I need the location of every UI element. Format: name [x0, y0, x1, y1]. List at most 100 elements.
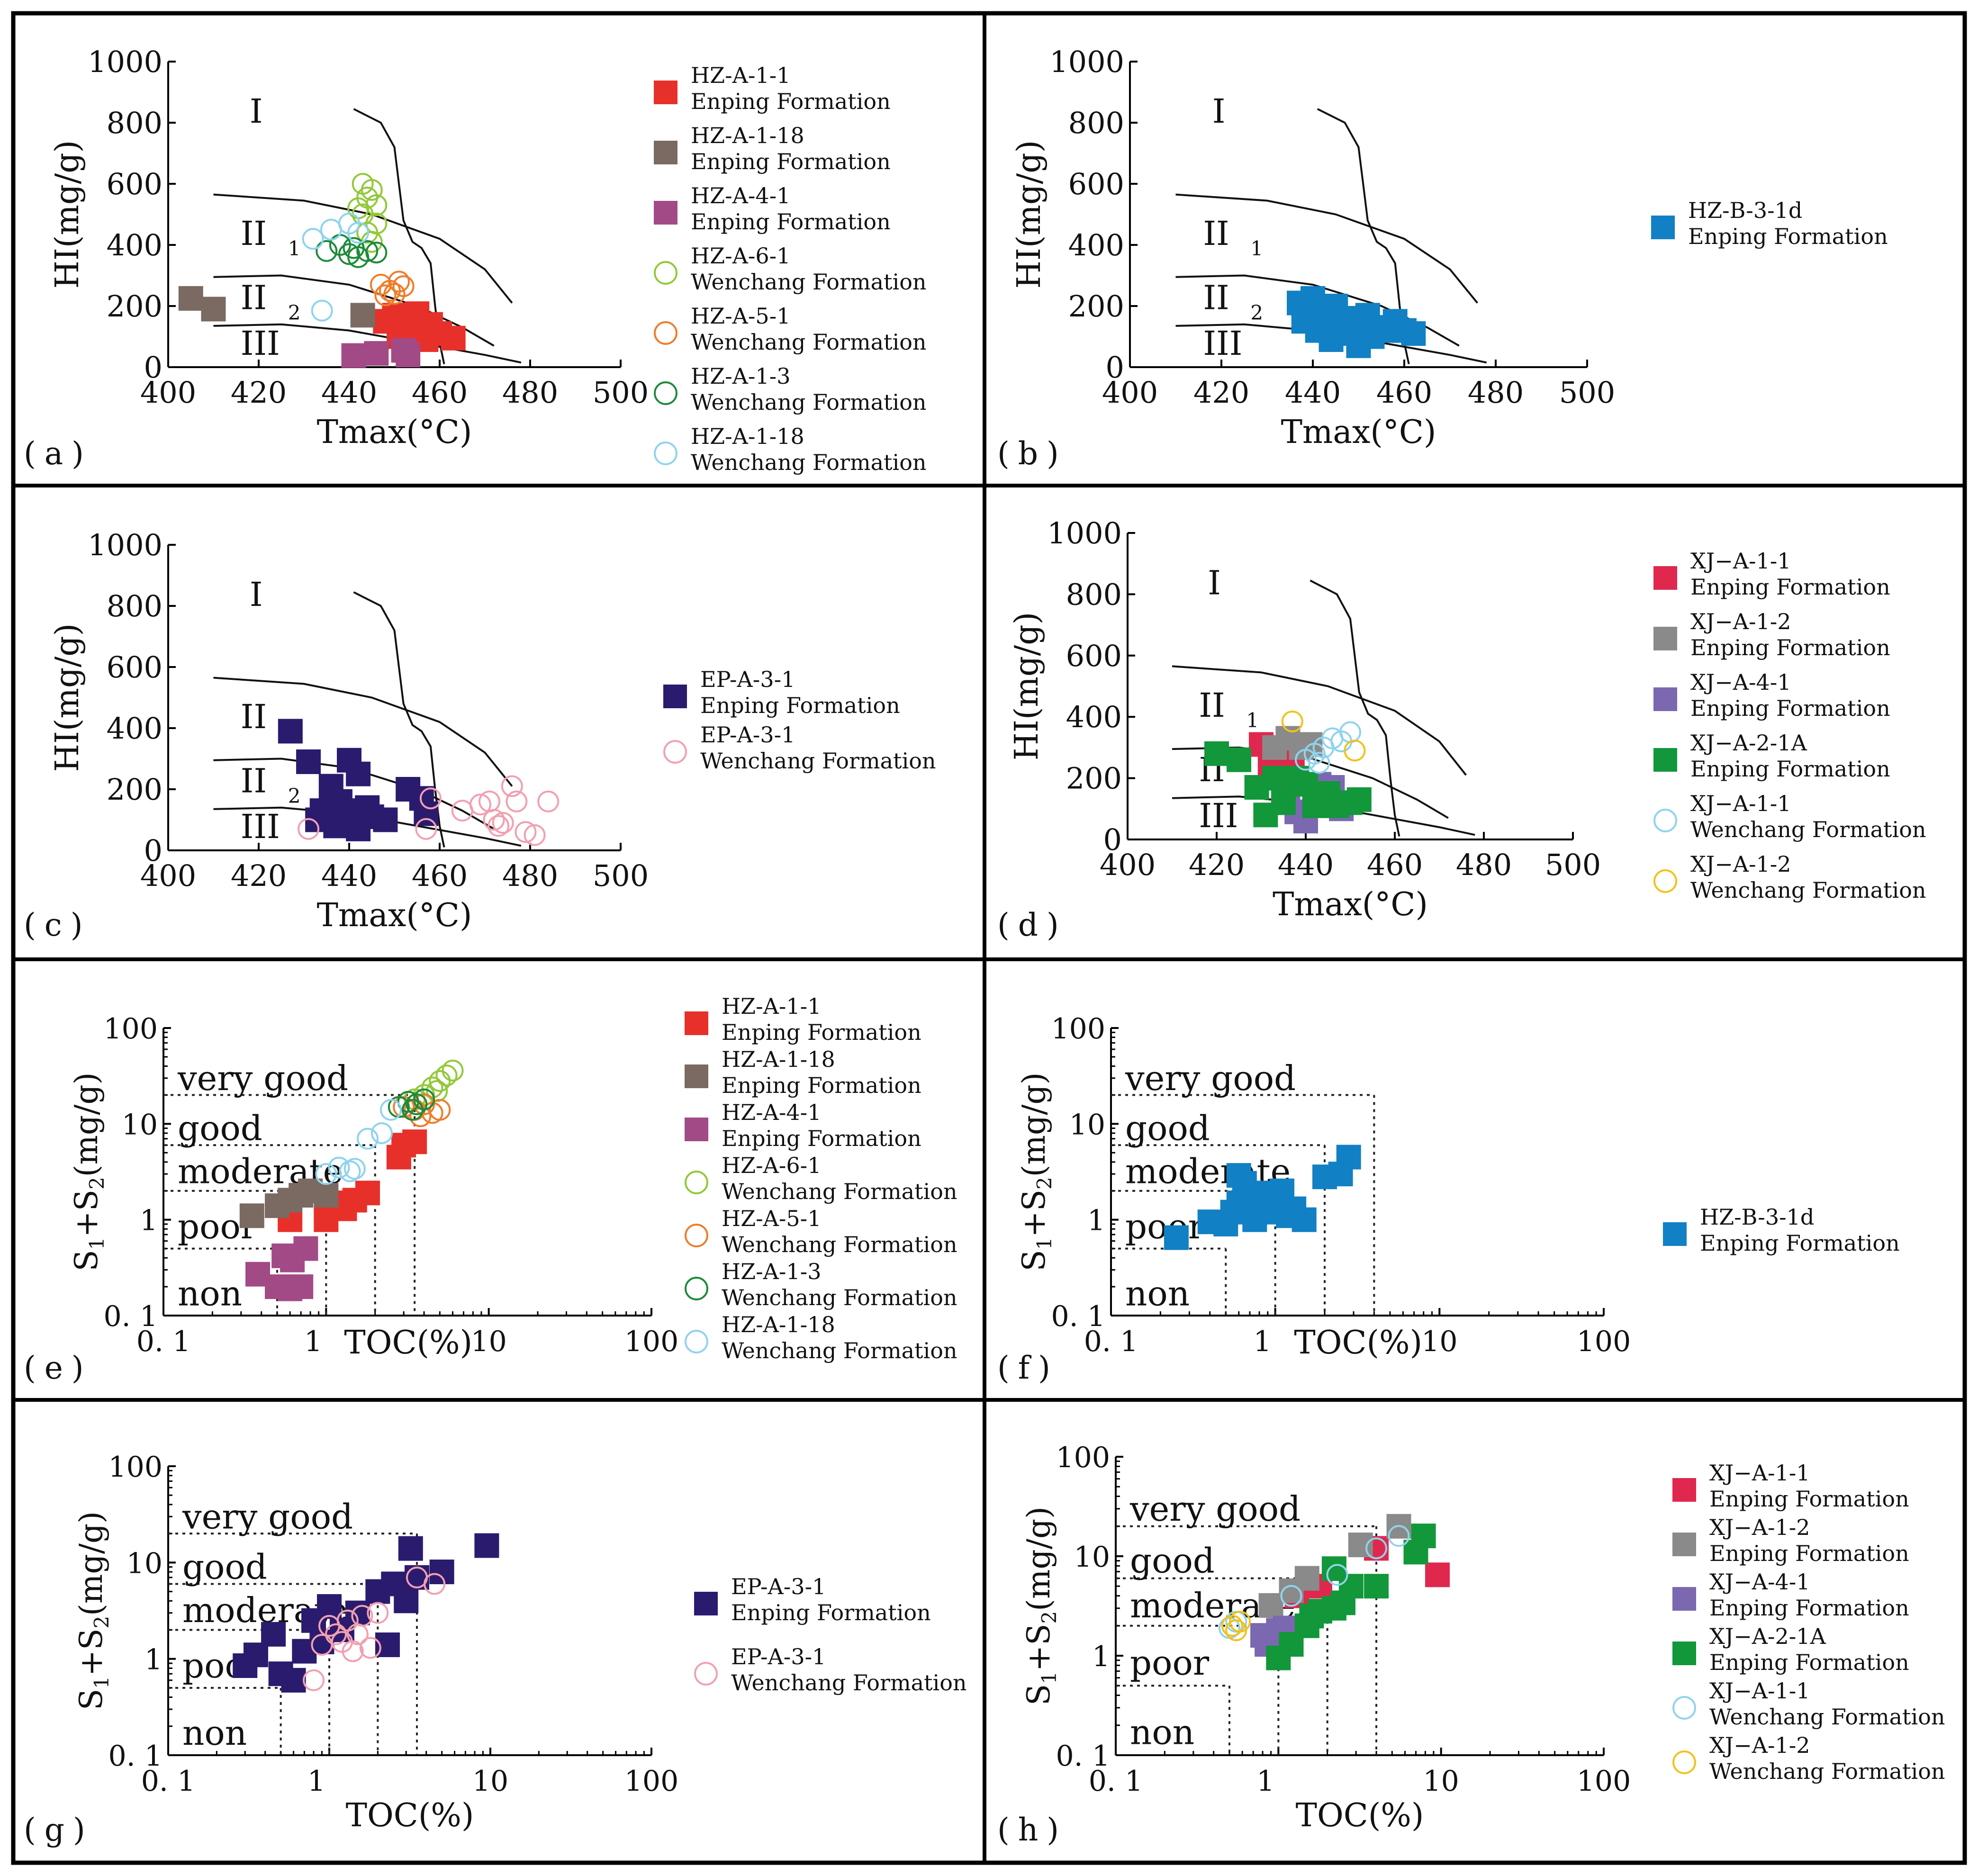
legend-marker-square	[1653, 627, 1677, 650]
data-point-circle	[370, 1122, 393, 1144]
x-tick-label: 100	[624, 1765, 679, 1798]
y-tick-label: 100	[1051, 1012, 1105, 1046]
legend-series-name: XJ−A-2-1A	[1709, 1623, 1826, 1649]
data-point-circle	[442, 1059, 464, 1082]
data-point-circle	[435, 1064, 458, 1087]
series-e-6	[388, 1088, 435, 1121]
series-e-3	[245, 1236, 318, 1301]
legend-series-name: HZ-A-6-1	[691, 243, 790, 269]
data-point-circle	[409, 1105, 432, 1127]
data-point-square	[1271, 790, 1296, 815]
legend-formation: Enping Formation	[1709, 1541, 1909, 1566]
legend-formation: Wenchang Formation	[1709, 1704, 1945, 1730]
x-tick-label: 1	[307, 1765, 325, 1798]
y-tick-label: 200	[1066, 761, 1122, 796]
x-tick-label: 100	[624, 1325, 679, 1358]
chart-panel-f: 0. 1 1 10 1000. 1110100S1+S2(mg/g)TOC(%)ver…	[997, 1012, 1900, 1386]
legend-formation: Enping Formation	[722, 1019, 921, 1045]
data-point-circle	[1229, 1611, 1251, 1633]
x-tick-label: 500	[1559, 375, 1615, 410]
x-tick-label: 420	[231, 375, 287, 410]
legend-series-name: HZ-A-1-3	[722, 1259, 821, 1284]
data-point-square	[429, 1560, 454, 1585]
y-tick-label: 400	[1066, 700, 1122, 734]
x-tick-label: 0. 1	[141, 1765, 196, 1798]
data-point-circle	[388, 271, 410, 293]
y-tick-label: 10	[1074, 1541, 1110, 1574]
legend-series-name: XJ−A-1-1	[1709, 1460, 1810, 1486]
legend-series-name: HZ-A-1-1	[691, 63, 790, 88]
data-point-square	[239, 1203, 264, 1228]
data-point-square	[1296, 303, 1321, 328]
x-tick-label: 400	[140, 375, 196, 410]
y-axis-label-part: S	[73, 1689, 109, 1710]
data-point-circle	[367, 1602, 389, 1624]
y-axis-label: HI(mg/g)	[49, 140, 86, 289]
zone-label-I: I	[250, 92, 263, 131]
legend-formation: Wenchang Formation	[731, 1670, 967, 1696]
data-point-circle	[351, 1605, 373, 1627]
legend-formation: Enping Formation	[700, 693, 900, 718]
y-axis-label-part: 2	[1033, 1177, 1056, 1190]
data-point-circle	[328, 1156, 350, 1179]
data-point-circle	[419, 787, 442, 810]
y-axis-label: S1+S2(mg/g)	[73, 1511, 113, 1710]
data-point-circle	[1326, 1564, 1348, 1586]
y-tick-label: 1	[1087, 1204, 1105, 1237]
legend-marker-square	[1653, 748, 1677, 772]
zone-label-II1: II	[1203, 214, 1229, 253]
legend-formation: Wenchang Formation	[722, 1179, 957, 1204]
panel-label: (f)	[997, 1350, 1059, 1386]
data-point-square	[1321, 1556, 1346, 1581]
legend-series-name: XJ−A-1-2	[1690, 851, 1791, 877]
y-tick-label: 400	[107, 711, 163, 746]
legend-series-name: EP-A-3-1	[700, 722, 795, 748]
y-tick-label: 0	[1103, 822, 1122, 857]
legend-series-name: HZ-A-5-1	[691, 303, 790, 329]
x-tick-label: 10	[470, 1325, 506, 1358]
data-point-square	[1348, 1533, 1373, 1558]
data-point-square	[355, 795, 380, 820]
y-tick-label: 0	[144, 350, 163, 385]
data-point-square	[1227, 747, 1251, 772]
data-point-square	[402, 1129, 427, 1154]
data-point-square	[1204, 741, 1229, 766]
data-point-circle	[302, 228, 324, 250]
data-point-square	[346, 761, 371, 786]
series-a-7	[302, 212, 370, 322]
legend-formation: Wenchang Formation	[1690, 817, 1926, 842]
y-tick-label: 1000	[88, 45, 163, 79]
y-axis-label-part: +S	[1016, 1190, 1052, 1237]
data-point-circle	[537, 790, 560, 812]
data-point-square	[1299, 1604, 1324, 1629]
class-label-very-good: very good	[177, 1058, 348, 1098]
data-point-circle	[1388, 1525, 1410, 1547]
x-tick-label: 400	[1100, 848, 1156, 882]
zone-label-I: I	[1208, 563, 1221, 602]
legend-marker-circle	[685, 1277, 708, 1300]
series-a-6	[316, 234, 388, 268]
data-point-circle	[311, 1633, 333, 1656]
legend-formation: Enping Formation	[691, 89, 891, 114]
y-tick-label: 400	[107, 228, 163, 262]
x-tick-label: 420	[1193, 375, 1249, 410]
y-axis-label-part: 1	[1033, 1237, 1056, 1250]
legend-formation: Wenchang Formation	[691, 329, 927, 355]
data-point-circle	[365, 242, 388, 264]
data-point-circle	[379, 1099, 402, 1121]
panel-frame	[11, 11, 1967, 1865]
y-tick-label: 1	[140, 1204, 158, 1237]
legend-formation: Enping Formation	[1700, 1230, 1900, 1256]
x-axis-label: Tmax(°C)	[317, 414, 472, 451]
legend-formation: Wenchang Formation	[722, 1285, 957, 1310]
legend-series-name: HZ-A-1-18	[691, 123, 804, 148]
legend-series-name: HZ-A-1-18	[691, 424, 804, 449]
y-tick-label: 100	[1056, 1441, 1110, 1474]
y-axis-label: HI(mg/g)	[1011, 140, 1048, 289]
data-point-circle	[303, 1669, 325, 1691]
data-point-square	[178, 286, 203, 311]
y-axis-label-part: (mg/g)	[68, 1072, 105, 1177]
data-point-circle	[501, 775, 523, 797]
x-tick-label: 100	[1577, 1765, 1631, 1798]
